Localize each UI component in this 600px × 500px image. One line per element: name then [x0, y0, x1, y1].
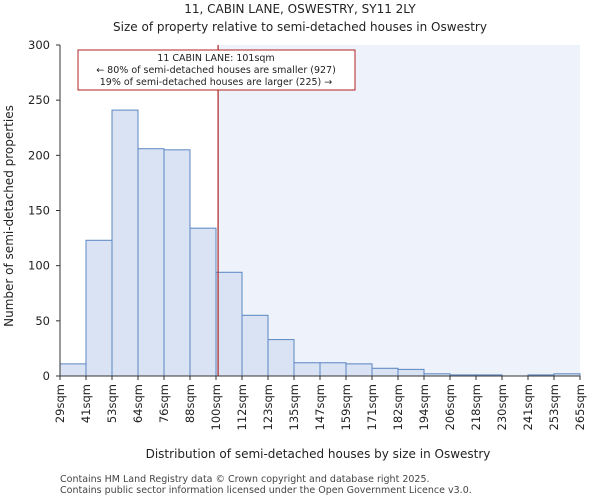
y-tick-label: 150 — [28, 204, 50, 218]
annotation-line-1: 11 CABIN LANE: 101sqm — [157, 53, 274, 64]
y-tick-label: 0 — [43, 369, 50, 383]
x-tick-label: 265sqm — [573, 384, 587, 430]
x-tick-label: 135sqm — [287, 384, 301, 430]
x-tick-label: 147sqm — [313, 384, 327, 430]
histogram-chart: 11, CABIN LANE, OSWESTRY, SY11 2LY Size … — [2, 2, 587, 461]
x-tick-label: 194sqm — [417, 384, 431, 430]
annotation-line-2: ← 80% of semi-detached houses are smalle… — [96, 65, 336, 76]
x-tick-label: 253sqm — [547, 384, 561, 430]
bar-64sqm — [137, 148, 165, 377]
bar-41sqm — [85, 239, 113, 377]
x-tick-label: 76sqm — [157, 384, 171, 423]
y-tick-label: 100 — [28, 259, 50, 273]
bars-group — [59, 109, 581, 377]
bar-147sqm — [319, 362, 347, 377]
bar-76sqm — [163, 149, 191, 377]
x-tick-label: 123sqm — [261, 384, 275, 430]
bar-159sqm — [345, 363, 373, 377]
y-axis-label: Number of semi-detached properties — [2, 105, 16, 327]
chart-title: 11, CABIN LANE, OSWESTRY, SY11 2LY — [184, 2, 416, 16]
x-tick-label: 218sqm — [469, 384, 483, 430]
bar-182sqm — [397, 368, 425, 377]
y-tick-label: 250 — [28, 93, 50, 107]
x-tick-label: 182sqm — [391, 384, 405, 430]
x-axis-label: Distribution of semi-detached houses by … — [146, 447, 491, 461]
annotation-line-3: 19% of semi-detached houses are larger (… — [100, 77, 333, 88]
x-tick-label: 100sqm — [209, 384, 223, 430]
x-tick-label: 206sqm — [443, 384, 457, 430]
footer: Contains HM Land Registry data © Crown c… — [60, 474, 472, 496]
bar-88sqm — [189, 227, 217, 377]
annotation-box: 11 CABIN LANE: 101sqm ← 80% of semi-deta… — [77, 49, 356, 91]
x-tick-label: 64sqm — [131, 384, 145, 423]
y-tick-label: 200 — [28, 148, 50, 162]
x-tick-label: 241sqm — [521, 384, 535, 430]
footer-line-1: Contains HM Land Registry data © Crown c… — [60, 474, 430, 485]
y-tick-label: 300 — [28, 38, 50, 52]
chart-subtitle: Size of property relative to semi-detach… — [113, 20, 487, 34]
bar-29sqm — [59, 363, 87, 377]
x-ticks-group: 29sqm 41sqm 53sqm 64sqm 76sqm 88sqm 100sqm 112s… — [53, 376, 587, 430]
bar-123sqm — [267, 339, 295, 377]
x-tick-label: 112sqm — [235, 384, 249, 430]
x-tick-label: 171sqm — [365, 384, 379, 430]
footer-line-2: Contains public sector information licen… — [60, 485, 472, 496]
x-tick-label: 41sqm — [79, 384, 93, 423]
x-tick-label: 230sqm — [495, 384, 509, 430]
x-tick-label: 29sqm — [53, 384, 67, 423]
x-tick-label: 159sqm — [339, 384, 353, 430]
bar-100sqm — [215, 271, 243, 377]
y-tick-label: 50 — [35, 314, 50, 328]
bar-171sqm — [371, 367, 399, 377]
x-tick-label: 88sqm — [183, 384, 197, 423]
highlight-region — [218, 45, 580, 376]
bar-53sqm — [111, 109, 139, 377]
bar-112sqm — [241, 314, 269, 377]
x-tick-label: 53sqm — [105, 384, 119, 423]
y-ticks-group: 0 50 100 150 200 250 300 — [28, 38, 60, 383]
bar-135sqm — [293, 362, 321, 377]
